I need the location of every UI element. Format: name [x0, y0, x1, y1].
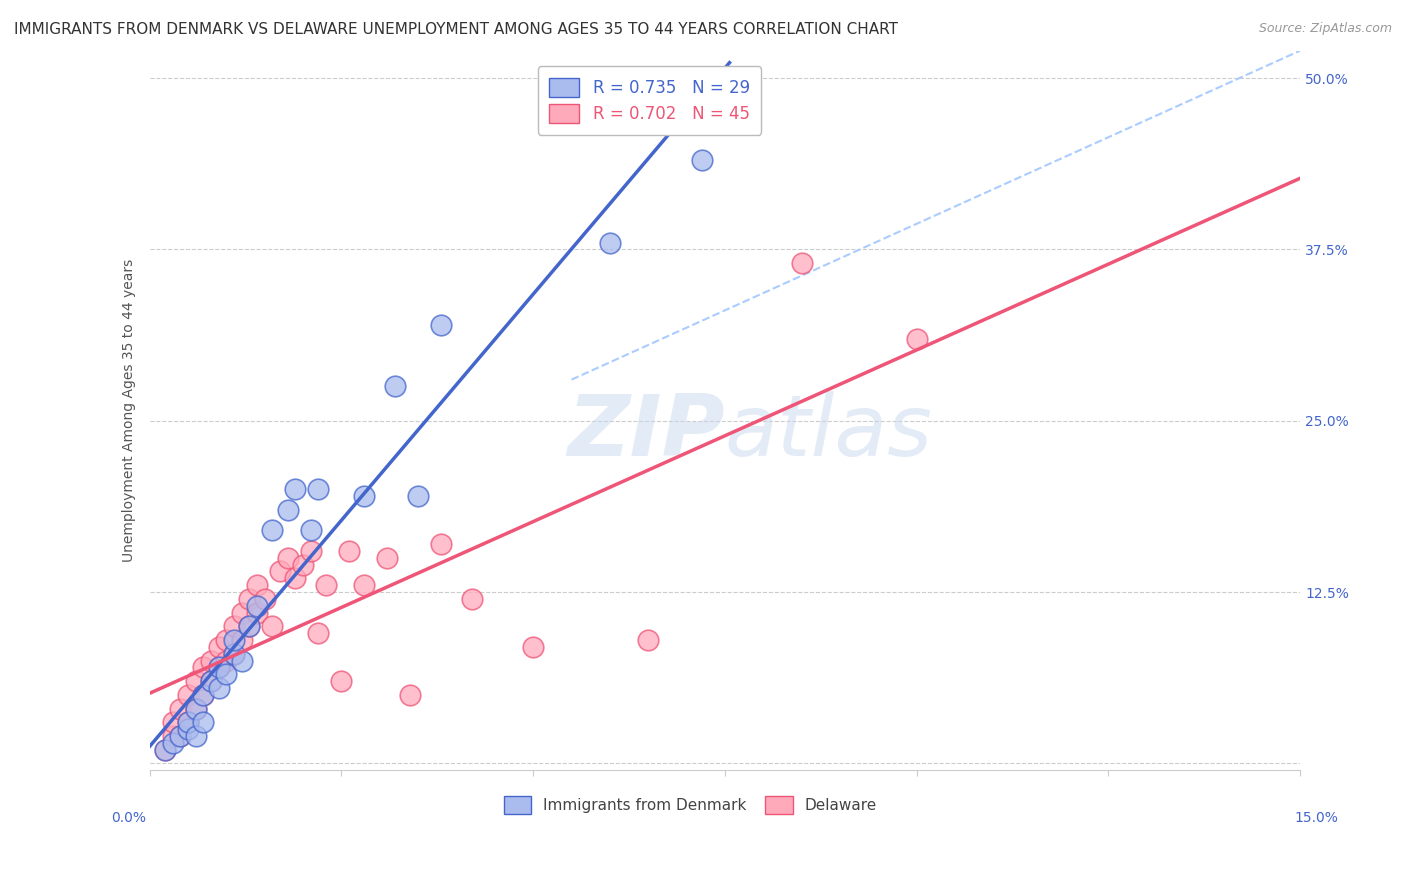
Point — [637, 633, 659, 648]
Text: IMMIGRANTS FROM DENMARK VS DELAWARE UNEMPLOYMENT AMONG AGES 35 TO 44 YEARS CORRE: IMMIGRANTS FROM DENMARK VS DELAWARE UNEM… — [14, 22, 898, 37]
Point — [353, 489, 375, 503]
Point — [208, 640, 231, 654]
Point — [353, 578, 375, 592]
Point — [430, 537, 453, 551]
Point — [153, 742, 176, 756]
Point — [215, 654, 238, 668]
Point — [522, 640, 544, 654]
Point — [184, 729, 207, 743]
Point — [284, 571, 307, 585]
Point — [430, 318, 453, 332]
Point — [215, 633, 238, 648]
Point — [177, 688, 200, 702]
Point — [224, 647, 246, 661]
Point — [337, 544, 360, 558]
Point — [277, 550, 299, 565]
Point — [269, 565, 291, 579]
Point — [177, 722, 200, 736]
Point — [200, 654, 222, 668]
Point — [231, 606, 253, 620]
Point — [177, 715, 200, 730]
Point — [246, 606, 269, 620]
Text: 15.0%: 15.0% — [1295, 812, 1339, 825]
Point — [177, 715, 200, 730]
Point — [246, 578, 269, 592]
Point — [215, 667, 238, 681]
Point — [377, 550, 399, 565]
Text: ZIP: ZIP — [567, 391, 725, 474]
Point — [162, 715, 184, 730]
Point — [200, 674, 222, 689]
Point — [224, 619, 246, 633]
Point — [193, 660, 215, 674]
Point — [238, 619, 260, 633]
Point — [193, 688, 215, 702]
Text: Source: ZipAtlas.com: Source: ZipAtlas.com — [1258, 22, 1392, 36]
Point — [208, 681, 231, 695]
Point — [253, 591, 276, 606]
Point — [307, 483, 329, 497]
Text: 0.0%: 0.0% — [111, 812, 146, 825]
Point — [193, 715, 215, 730]
Point — [461, 591, 484, 606]
Point — [246, 599, 269, 613]
Point — [299, 524, 322, 538]
Point — [307, 626, 329, 640]
Point — [690, 153, 713, 168]
Point — [330, 674, 353, 689]
Point — [238, 619, 260, 633]
Legend: Immigrants from Denmark, Delaware: Immigrants from Denmark, Delaware — [498, 790, 883, 820]
Point — [238, 591, 260, 606]
Point — [384, 379, 406, 393]
Point — [284, 483, 307, 497]
Point — [262, 619, 284, 633]
Point — [315, 578, 337, 592]
Point — [790, 256, 813, 270]
Point — [231, 654, 253, 668]
Point — [599, 235, 621, 250]
Point — [406, 489, 429, 503]
Point — [169, 701, 191, 715]
Point — [153, 742, 176, 756]
Point — [277, 503, 299, 517]
Point — [262, 524, 284, 538]
Y-axis label: Unemployment Among Ages 35 to 44 years: Unemployment Among Ages 35 to 44 years — [122, 259, 136, 562]
Point — [208, 660, 231, 674]
Point — [299, 544, 322, 558]
Point — [169, 729, 191, 743]
Point — [184, 674, 207, 689]
Point — [399, 688, 422, 702]
Point — [224, 633, 246, 648]
Point — [184, 701, 207, 715]
Point — [169, 729, 191, 743]
Point — [162, 736, 184, 750]
Point — [231, 633, 253, 648]
Text: atlas: atlas — [725, 391, 934, 474]
Point — [193, 688, 215, 702]
Point — [224, 647, 246, 661]
Point — [905, 331, 928, 345]
Point — [208, 660, 231, 674]
Point — [184, 701, 207, 715]
Point — [200, 674, 222, 689]
Point — [292, 558, 315, 572]
Point — [162, 729, 184, 743]
